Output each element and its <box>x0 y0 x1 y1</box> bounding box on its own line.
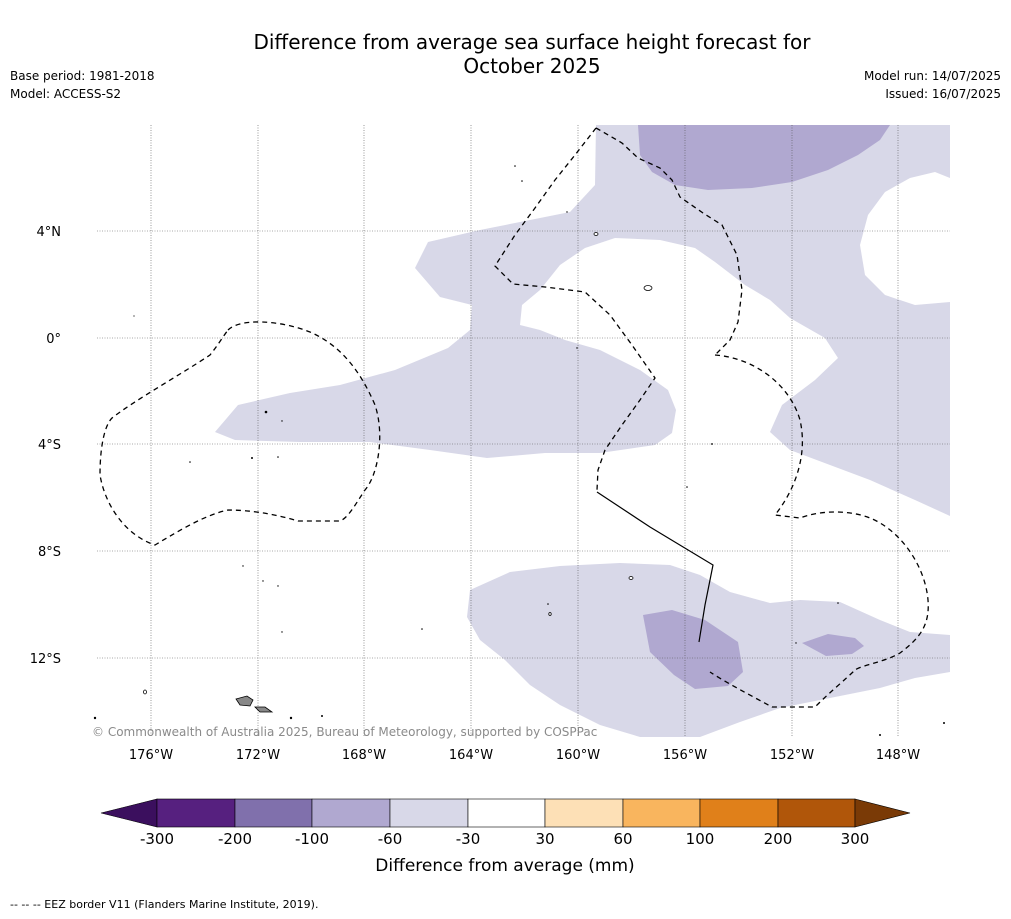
lon-label: 160°W <box>556 748 600 763</box>
island-b <box>143 689 147 695</box>
islet <box>547 603 549 605</box>
lat-label: 0° <box>46 332 61 347</box>
colorbar-tick: 100 <box>686 830 715 848</box>
colorbar-extend-high <box>854 798 911 828</box>
islet <box>251 457 253 459</box>
colorbar-tick: -30 <box>456 830 481 848</box>
contour-core-south <box>643 610 743 689</box>
lon-label: 156°W <box>663 748 707 763</box>
colorbar-tick: -200 <box>218 830 252 848</box>
colorbar-tick: 60 <box>613 830 632 848</box>
islet <box>576 347 578 349</box>
contour-region-north <box>215 125 950 516</box>
colorbar-bin <box>777 798 856 828</box>
islet <box>281 420 283 422</box>
lat-label: 4°S <box>38 438 61 453</box>
island-upolu <box>254 706 274 713</box>
colorbar-bin <box>699 798 779 828</box>
lon-label: 164°W <box>449 748 493 763</box>
model-run: Model run: 14/07/2025 <box>863 69 1001 83</box>
islet <box>133 315 135 317</box>
colorbar-bin <box>622 798 701 828</box>
eez-footnote: -- -- -- EEZ border V11 (Flanders Marine… <box>10 898 319 911</box>
islet <box>421 628 423 630</box>
base-period: Base period: 1981-2018 <box>10 69 155 83</box>
lon-label: 152°W <box>770 748 814 763</box>
colorbar-ticks: -300 -200 -100 -60 -30 30 60 100 200 300… <box>140 830 869 876</box>
islet <box>93 716 97 720</box>
island-c <box>628 576 634 580</box>
lon-labels: 176°W 172°W 168°W 164°W 160°W 156°W 152°… <box>129 748 920 763</box>
title-line-1: Difference from average sea surface heig… <box>253 30 811 54</box>
islet <box>879 734 881 736</box>
islet <box>514 165 516 167</box>
meta-right: Model run: 14/07/2025 Issued: 16/07/2025 <box>864 67 1001 103</box>
meta-left: Base period: 1981-2018 Model: ACCESS-S2 <box>10 67 155 103</box>
lat-label: 12°S <box>30 652 61 667</box>
islet <box>242 565 244 567</box>
issued-date: Issued: 16/07/2025 <box>885 87 1001 101</box>
island-savaii <box>235 695 254 707</box>
island-a <box>593 232 599 236</box>
colorbar-bin <box>311 798 391 828</box>
lon-label: 148°W <box>876 748 920 763</box>
lon-label: 168°W <box>342 748 386 763</box>
islet <box>277 585 279 587</box>
islet <box>189 461 191 463</box>
colorbar-tick: -300 <box>140 830 174 848</box>
eez-border-west <box>99 321 381 546</box>
colorbar-extend-low <box>100 798 158 828</box>
lon-label: 176°W <box>129 748 173 763</box>
islet <box>711 443 713 445</box>
colorbar-tick: 300 <box>841 830 870 848</box>
islets <box>93 165 945 736</box>
islet <box>264 410 268 414</box>
islet <box>686 486 688 488</box>
colorbar-tick: 200 <box>764 830 793 848</box>
lat-label: 4°N <box>37 225 62 240</box>
colorbar-tick: -100 <box>295 830 329 848</box>
gridlines <box>97 125 950 737</box>
colorbar-bin <box>544 798 624 828</box>
islet <box>521 180 523 182</box>
islet <box>566 211 568 213</box>
colorbar-bin <box>467 798 546 828</box>
islet <box>795 642 797 644</box>
colorbar-title: Difference from average (mm) <box>375 856 634 876</box>
colorbar-bin <box>234 798 313 828</box>
maritime-boundary <box>596 491 714 643</box>
colorbar-tick: -60 <box>378 830 403 848</box>
credit-text: © Commonwealth of Australia 2025, Bureau… <box>92 725 597 739</box>
eez-border-east <box>709 354 929 708</box>
title-line-2: October 2025 <box>463 54 601 78</box>
islet <box>837 602 839 604</box>
lon-label: 172°W <box>236 748 280 763</box>
islet <box>281 631 283 633</box>
chart-title: Difference from average sea surface heig… <box>212 30 852 78</box>
eez-border-central <box>595 127 743 356</box>
contour-core-southeast <box>802 634 864 656</box>
model-name: Model: ACCESS-S2 <box>10 87 122 101</box>
islet <box>943 722 945 724</box>
islet <box>262 580 264 582</box>
colorbar-bin <box>389 798 469 828</box>
island-kiritimati <box>643 285 653 291</box>
islet <box>321 715 323 717</box>
eez-borders <box>99 127 929 708</box>
lat-labels: 4°N 0° 4°S 8°S 12°S <box>30 225 61 667</box>
islet <box>277 456 279 458</box>
colorbar <box>100 798 911 828</box>
colorbar-tick: 30 <box>535 830 554 848</box>
island-d <box>548 612 552 616</box>
colorbar-bin <box>156 798 236 828</box>
islet <box>289 716 293 720</box>
contour-fill <box>97 125 950 737</box>
lat-label: 8°S <box>38 545 61 560</box>
islands <box>143 232 653 713</box>
contour-core-north <box>638 125 890 190</box>
